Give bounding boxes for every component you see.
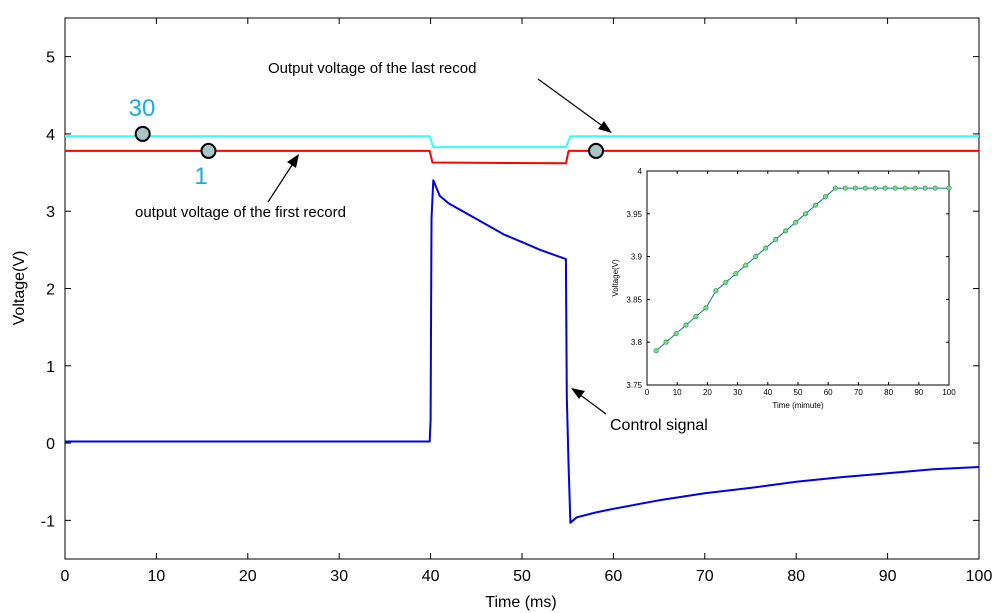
inset-data-point <box>912 185 918 191</box>
inset-data-point <box>733 271 739 277</box>
inset-data-point <box>872 185 878 191</box>
inset-y-tick-label: 3.75 <box>626 381 642 390</box>
series-line-last <box>65 135 979 149</box>
annotation-last-record: Output voltage of the last recod <box>268 60 476 77</box>
x-tick-label: 40 <box>422 568 440 585</box>
inset-data-point <box>862 185 868 191</box>
inset-data-point <box>842 185 848 191</box>
inset-data-point <box>822 194 829 200</box>
inset-data-point <box>663 339 669 345</box>
inset-data-point <box>793 219 799 225</box>
inset-data-point <box>832 185 838 191</box>
inset-data-point <box>743 262 749 268</box>
inset-x-tick-label: 80 <box>884 388 893 397</box>
record-marker <box>200 142 217 159</box>
x-tick-label: 20 <box>239 568 257 585</box>
inset-y-tick-label: 4 <box>638 167 643 176</box>
x-tick-label: 100 <box>966 568 993 585</box>
inset-data-point <box>922 185 928 191</box>
y-tick-label: 5 <box>46 50 55 67</box>
inset-data-point <box>932 185 938 191</box>
inset-series-group <box>653 185 952 354</box>
inset-y-axis-label: Voltage(V) <box>611 259 620 297</box>
inset-data-point <box>653 348 659 354</box>
series-line-first <box>65 149 979 165</box>
inset-data-point <box>703 305 709 311</box>
inset-data-point <box>753 254 759 260</box>
inset-x-tick-label: 50 <box>794 388 803 397</box>
inset-data-point <box>812 202 819 208</box>
inset-y-tick-label: 3.8 <box>631 338 643 347</box>
annotation-1: 1 <box>194 163 207 190</box>
inset-axis-ticks: 0 10 20 30 40 50 60 70 80 90 100 3.75 3.8 3.85 3.9 3.95… <box>626 167 956 397</box>
annotation-30: 30 <box>129 95 156 122</box>
inset-y-tick-label: 3.95 <box>626 210 642 219</box>
arrow-first-record <box>267 154 299 203</box>
inset-x-tick-label: 70 <box>854 388 863 397</box>
record-marker <box>134 125 151 142</box>
main-y-axis-label: Voltage(V) <box>11 251 28 326</box>
inset-data-point <box>882 185 888 191</box>
inset-x-tick-label: 40 <box>763 388 772 397</box>
inset-x-tick-label: 0 <box>645 388 650 397</box>
annotation-first-record: output voltage of the first record <box>135 204 346 221</box>
inset-x-tick-label: 100 <box>942 388 956 397</box>
inset-y-tick-label: 3.85 <box>626 295 642 304</box>
inset-data-point <box>802 211 809 217</box>
inset-data-point <box>693 313 699 320</box>
x-tick-label: 80 <box>787 568 805 585</box>
inset-data-point <box>723 279 729 285</box>
y-tick-label: 0 <box>46 436 55 453</box>
inset-x-axis-label: Time (mimute) <box>772 401 824 410</box>
inset-chart: 0 10 20 30 40 50 60 70 80 90 100 3.75 3.8 3.85 3.9 3.95… <box>611 167 956 410</box>
arrow-control-signal <box>571 388 607 415</box>
x-tick-label: 0 <box>61 568 70 585</box>
inset-y-tick-label: 3.9 <box>631 253 643 262</box>
inset-data-point <box>683 322 689 328</box>
x-tick-label: 90 <box>879 568 897 585</box>
inset-data-point <box>773 236 779 243</box>
x-tick-label: 60 <box>605 568 623 585</box>
y-tick-label: 1 <box>46 359 55 376</box>
inset-data-point <box>902 185 908 191</box>
annotation-control-signal: Control signal <box>610 417 708 434</box>
inset-x-tick-label: 60 <box>824 388 833 397</box>
inset-x-tick-label: 20 <box>703 388 712 397</box>
inset-data-point <box>892 185 898 191</box>
main-x-axis-label: Time (ms) <box>485 594 556 611</box>
inset-x-tick-label: 90 <box>914 388 923 397</box>
inset-axes-frame <box>646 170 950 386</box>
series-line-control <box>65 179 980 524</box>
inset-data-point <box>673 331 679 337</box>
y-tick-label: -1 <box>41 513 55 530</box>
x-tick-label: 50 <box>513 568 531 585</box>
inset-data-point <box>713 288 719 294</box>
inset-x-tick-label: 10 <box>673 388 682 397</box>
y-tick-label: 2 <box>46 282 55 299</box>
x-tick-label: 30 <box>330 568 348 585</box>
inset-x-tick-label: 30 <box>733 388 742 397</box>
x-tick-label: 10 <box>148 568 166 585</box>
inset-data-point <box>783 228 789 234</box>
inset-data-point <box>946 185 952 191</box>
x-tick-label: 70 <box>696 568 714 585</box>
inset-data-point <box>852 185 858 191</box>
arrow-last-record <box>537 78 612 133</box>
main-series-group <box>65 135 980 524</box>
inset-data-point <box>763 245 769 251</box>
main-markers-group <box>134 125 605 159</box>
y-tick-label: 3 <box>46 204 55 221</box>
y-tick-label: 4 <box>46 127 55 144</box>
record-marker <box>588 142 605 159</box>
